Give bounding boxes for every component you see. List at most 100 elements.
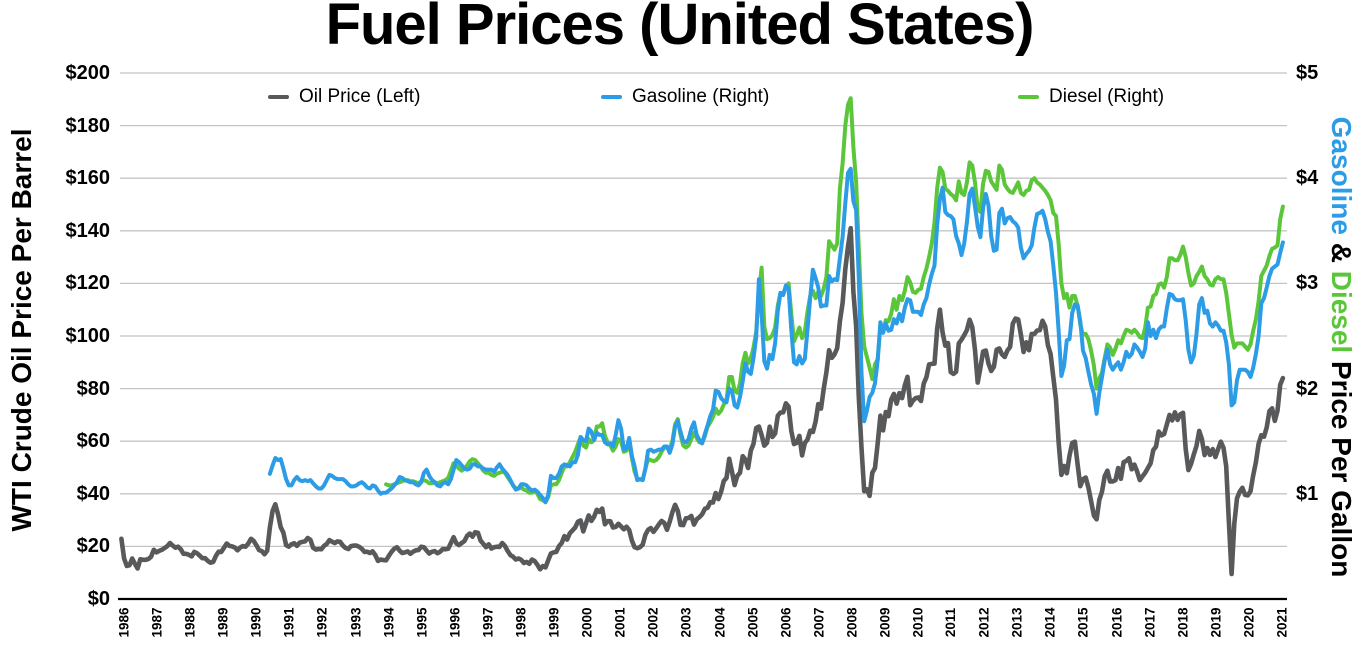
left-axis-tick-label: $60 xyxy=(76,430,110,453)
x-axis-year-label-text: 2021 xyxy=(1274,606,1290,638)
x-axis-year-label: 1994 xyxy=(372,604,406,640)
left-axis-title: WTI Crude Oil Price Per Barrel xyxy=(6,128,37,532)
x-axis-year-label: 1986 xyxy=(107,604,141,640)
x-axis-year-label-text: 1987 xyxy=(149,606,165,638)
x-axis-year-label: 2013 xyxy=(1000,604,1034,640)
x-axis-year-label: 1999 xyxy=(537,604,571,640)
x-axis-year-label: 2001 xyxy=(603,604,637,640)
x-axis-year-label-text: 2004 xyxy=(712,606,728,638)
right-axis-tick-label: $4 xyxy=(1296,167,1319,190)
left-axis-tick-label: $180 xyxy=(65,114,111,137)
x-axis-year-label-text: 2005 xyxy=(745,606,761,638)
x-axis-year-label-text: 2000 xyxy=(579,606,595,638)
x-axis-year-label-text: 1994 xyxy=(381,606,397,638)
left-axis-tick-label: $40 xyxy=(76,482,110,505)
x-axis-year-label-text: 2007 xyxy=(811,606,827,638)
x-axis-year-label-text: 1999 xyxy=(546,606,562,638)
x-axis-year-label: 2018 xyxy=(1166,604,1200,640)
x-axis-year-label-text: 2006 xyxy=(778,606,794,638)
left-axis-tick-label: $140 xyxy=(65,219,111,242)
legend-item-gasoline: Gasoline (Right) xyxy=(601,86,769,108)
right-axis-tick-label: $1 xyxy=(1296,482,1319,505)
x-axis-year-label: 2000 xyxy=(570,604,604,640)
left-axis-tick-label: $100 xyxy=(65,325,111,347)
x-axis-year-label: 2015 xyxy=(1066,604,1100,640)
x-axis-year-label: 1987 xyxy=(140,604,174,640)
x-axis-year-label-text: 1995 xyxy=(414,606,430,638)
x-axis-year-label-text: 2013 xyxy=(1009,606,1025,638)
legend-label-diesel: Diesel (Right) xyxy=(1049,86,1165,107)
x-axis-year-label-text: 2001 xyxy=(612,606,628,638)
gasoline-legend-dash-icon xyxy=(601,95,622,99)
legend-label-gasoline: Gasoline (Right) xyxy=(632,86,770,107)
x-axis-year-label-text: 1991 xyxy=(281,606,297,638)
x-axis-year-label: 2011 xyxy=(934,604,968,640)
right-axis-title: Gasoline & Diesel Price Per Gallon xyxy=(1325,117,1357,578)
x-axis-year-label-text: 1996 xyxy=(447,606,463,638)
oil-legend-dash-icon xyxy=(268,95,289,99)
left-axis-tick-label: $200 xyxy=(65,62,111,84)
x-axis-year-label: 2009 xyxy=(868,604,902,640)
oil-price-line xyxy=(119,225,1286,577)
x-axis-year-label: 1996 xyxy=(438,604,472,640)
x-axis-year-label: 2004 xyxy=(703,604,737,640)
right-axis-tick-label: $5 xyxy=(1296,62,1319,84)
x-axis-year-label-text: 2010 xyxy=(910,606,926,638)
x-axis-year-label-text: 1989 xyxy=(215,606,231,638)
x-axis-year-label: 2010 xyxy=(901,604,935,640)
x-axis-year-label-text: 2009 xyxy=(877,606,893,638)
x-axis-year-label-text: 2016 xyxy=(1109,606,1125,638)
left-axis-tick-label: $0 xyxy=(87,588,110,610)
x-axis-year-label: 1989 xyxy=(206,604,240,640)
x-axis-year-label: 1997 xyxy=(471,604,505,640)
x-axis-year-label-text: 1998 xyxy=(513,606,529,638)
x-axis-year-label: 2019 xyxy=(1199,604,1233,640)
x-axis-year-label: 2017 xyxy=(1133,604,1167,640)
right-axis-tick-label: $3 xyxy=(1296,272,1319,295)
x-axis-year-label: 1995 xyxy=(405,604,439,640)
x-axis-year-label-text: 2018 xyxy=(1175,606,1191,638)
x-axis-year-label-text: 2020 xyxy=(1241,606,1257,638)
x-axis-year-label-text: 2012 xyxy=(976,606,992,638)
right-axis-title-part: Gasoline xyxy=(1326,116,1357,235)
x-axis-year-label: 2005 xyxy=(736,604,770,640)
right-axis-title-part: Price Per Gallon xyxy=(1326,353,1357,578)
x-axis-year-label: 1988 xyxy=(173,604,207,640)
x-axis-year-label-text: 1997 xyxy=(480,606,496,638)
left-axis-tick-label: $160 xyxy=(65,167,111,190)
diesel-legend-dash-icon xyxy=(1018,95,1039,99)
left-axis-tick-label: $120 xyxy=(65,272,111,295)
x-axis-year-label-text: 1993 xyxy=(348,606,364,638)
left-axis-tick-label: $20 xyxy=(76,535,110,558)
x-axis-year-label: 2008 xyxy=(835,604,869,640)
x-axis-year-label: 1993 xyxy=(339,604,373,640)
x-axis-year-label: 1991 xyxy=(272,604,306,640)
x-axis-year-label: 1992 xyxy=(306,604,340,640)
left-axis-tick-label: $80 xyxy=(76,377,110,400)
x-axis-year-label-text: 1990 xyxy=(248,606,264,638)
legend-item-diesel: Diesel (Right) xyxy=(1018,86,1164,108)
x-axis-year-label: 2003 xyxy=(669,604,703,640)
x-axis-year-label: 2016 xyxy=(1100,604,1134,640)
x-axis-year-label-text: 2014 xyxy=(1042,606,1058,638)
chart-title: Fuel Prices (United States) xyxy=(325,0,1035,57)
x-axis-year-label-text: 2011 xyxy=(943,607,959,637)
gasoline-line xyxy=(267,166,1285,505)
right-axis-title-part: Diesel xyxy=(1326,270,1357,354)
x-axis-year-label: 1998 xyxy=(504,604,538,640)
legend-label-oil: Oil Price (Left) xyxy=(299,86,421,107)
x-axis-year-label: 2007 xyxy=(802,604,836,640)
x-axis-year-label: 2006 xyxy=(769,604,803,640)
x-axis-year-label: 1990 xyxy=(239,604,273,640)
x-axis-year-label-text: 2008 xyxy=(844,606,860,638)
x-axis-year-label: 2014 xyxy=(1033,604,1067,640)
x-axis-year-label: 2012 xyxy=(967,604,1001,640)
x-axis-year-label-text: 2015 xyxy=(1075,606,1091,638)
x-axis-year-label-text: 2003 xyxy=(678,606,694,638)
x-axis-year-label: 2002 xyxy=(636,604,670,640)
x-axis-year-label-text: 2017 xyxy=(1142,606,1158,638)
x-axis-year-label: 2021 xyxy=(1265,604,1299,640)
legend-item-oil: Oil Price (Left) xyxy=(268,86,420,108)
